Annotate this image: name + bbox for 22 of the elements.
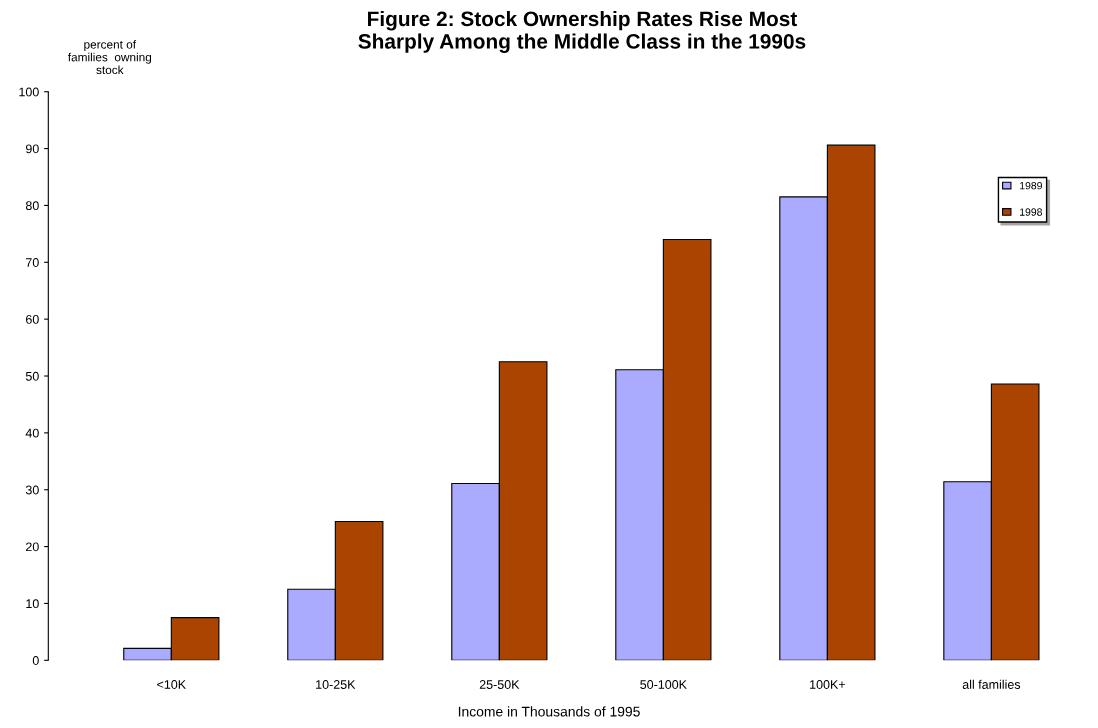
x-axis-title: Income in Thousands of 1995 [458, 706, 640, 717]
y-tick-label: 20 [26, 542, 39, 552]
y-tick-label: 90 [25, 144, 39, 154]
x-tick-label: 25-50K [479, 680, 520, 689]
x-tick-label: 50-100K [640, 680, 687, 689]
chart-title: Figure 2: Stock Ownership Rates Rise Most Sharply Among the Middle Class in the 1990s [358, 10, 806, 53]
y-tick-label: 40 [25, 428, 39, 438]
y-tick-label: 100 [19, 87, 39, 97]
y-tick-label: 50 [25, 371, 39, 381]
x-tick-label: <10K [157, 680, 186, 689]
x-tick-label: 100K+ [810, 680, 846, 689]
legend-label: 1989 [1020, 181, 1042, 190]
x-tick-label: all families [962, 679, 1021, 689]
y-tick-label: 10 [26, 599, 39, 609]
y-tick-label: 0 [32, 656, 39, 665]
y-tick-label: 80 [25, 201, 39, 211]
y-tick-label: 70 [26, 258, 39, 267]
x-tick-label: 10-25K [316, 680, 356, 689]
y-axis-title: percent of families owning stock [67, 40, 152, 75]
y-tick-label: 30 [25, 485, 39, 495]
y-tick-label: 60 [26, 314, 39, 324]
legend-label: 1998 [1020, 208, 1042, 216]
